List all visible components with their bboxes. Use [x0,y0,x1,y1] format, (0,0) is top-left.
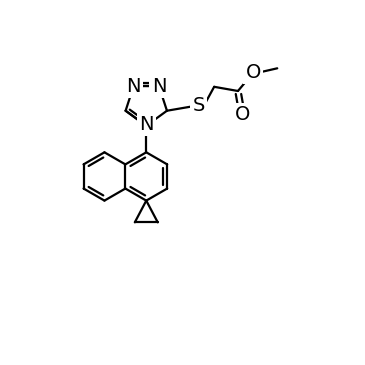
Text: S: S [192,96,205,115]
Text: O: O [234,105,250,124]
Text: N: N [126,77,141,96]
Text: N: N [152,77,166,96]
Text: N: N [139,115,154,134]
Text: O: O [246,63,261,82]
